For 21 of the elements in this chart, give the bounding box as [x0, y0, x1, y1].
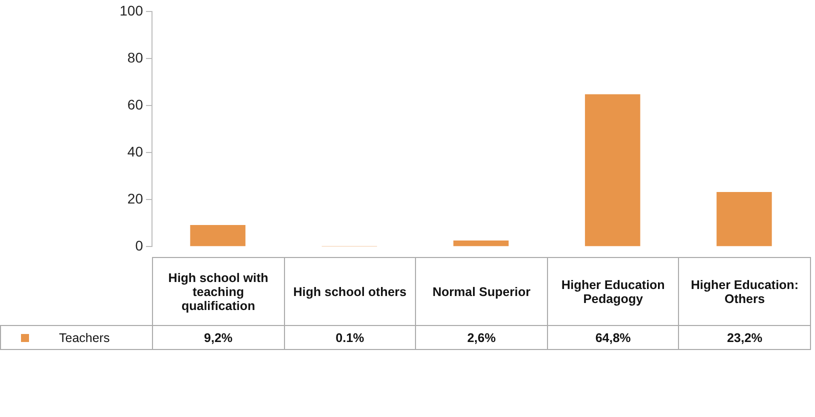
- y-tick-label: 40: [127, 143, 144, 160]
- x-tick-label: Normal Superior: [416, 258, 548, 326]
- bar: [716, 192, 772, 246]
- y-tick-label: 100: [120, 2, 144, 18]
- x-tick-label: High school others: [284, 258, 416, 326]
- y-tick-label: 60: [127, 96, 144, 112]
- x-tick-label: High school with teaching qualification: [152, 258, 284, 326]
- data-label: 9,2%: [152, 326, 284, 350]
- bar: [453, 240, 509, 246]
- y-tick-label: 80: [127, 49, 144, 66]
- y-tick-label: 0: [135, 237, 144, 254]
- legend-label: Teachers: [0, 326, 152, 350]
- x-tick-label: Higher Education: Others: [678, 258, 810, 326]
- bar: [190, 224, 246, 246]
- data-label: 0.1%: [284, 326, 416, 350]
- data-label: 64,8%: [547, 326, 679, 350]
- data-label: 23,2%: [678, 326, 810, 350]
- x-tick-label: Higher Education Pedagogy: [547, 258, 679, 326]
- data-label: 2,6%: [416, 326, 548, 350]
- bar: [584, 94, 640, 246]
- y-tick-label: 20: [127, 190, 144, 206]
